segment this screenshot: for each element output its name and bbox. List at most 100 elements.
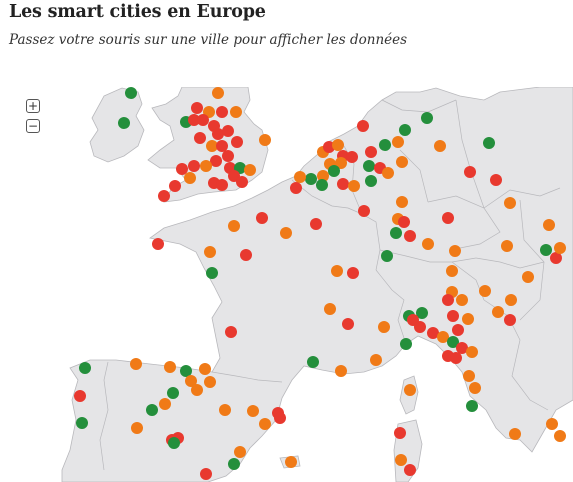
city-marker-orange[interactable] <box>230 106 242 118</box>
city-marker-green[interactable] <box>400 338 412 350</box>
city-marker-red[interactable] <box>194 132 206 144</box>
city-marker-orange[interactable] <box>247 405 259 417</box>
city-marker-orange[interactable] <box>204 376 216 388</box>
city-marker-red[interactable] <box>404 230 416 242</box>
city-marker-red[interactable] <box>216 179 228 191</box>
city-marker-orange[interactable] <box>185 375 197 387</box>
city-marker-green[interactable] <box>206 267 218 279</box>
city-marker-orange[interactable] <box>554 430 566 442</box>
city-marker-red[interactable] <box>414 321 426 333</box>
city-marker-orange[interactable] <box>259 134 271 146</box>
city-marker-orange[interactable] <box>466 346 478 358</box>
city-marker-orange[interactable] <box>437 331 449 343</box>
city-marker-green[interactable] <box>363 160 375 172</box>
city-marker-red[interactable] <box>191 102 203 114</box>
city-marker-red[interactable] <box>337 178 349 190</box>
city-marker-orange[interactable] <box>317 170 329 182</box>
city-marker-green[interactable] <box>146 404 158 416</box>
city-marker-orange[interactable] <box>200 160 212 172</box>
city-marker-orange[interactable] <box>422 238 434 250</box>
city-marker-orange[interactable] <box>159 398 171 410</box>
city-marker-orange[interactable] <box>206 140 218 152</box>
city-marker-green[interactable] <box>399 124 411 136</box>
city-marker-orange[interactable] <box>324 303 336 315</box>
city-marker-green[interactable] <box>328 165 340 177</box>
city-marker-orange[interactable] <box>543 219 555 231</box>
city-marker-orange[interactable] <box>348 180 360 192</box>
city-marker-red[interactable] <box>346 151 358 163</box>
map-container[interactable] <box>0 87 573 482</box>
city-marker-orange[interactable] <box>199 363 211 375</box>
city-marker-orange[interactable] <box>130 358 142 370</box>
city-marker-orange[interactable] <box>456 294 468 306</box>
city-marker-green[interactable] <box>540 244 552 256</box>
city-marker-red[interactable] <box>216 140 228 152</box>
city-marker-orange[interactable] <box>504 197 516 209</box>
europe-map[interactable] <box>0 87 573 482</box>
city-marker-orange[interactable] <box>382 167 394 179</box>
city-marker-red[interactable] <box>323 141 335 153</box>
city-marker-orange[interactable] <box>404 384 416 396</box>
city-marker-orange[interactable] <box>294 171 306 183</box>
city-marker-orange[interactable] <box>228 220 240 232</box>
city-marker-red[interactable] <box>169 180 181 192</box>
city-marker-red[interactable] <box>347 267 359 279</box>
city-marker-orange[interactable] <box>505 294 517 306</box>
city-marker-green[interactable] <box>379 139 391 151</box>
city-marker-orange[interactable] <box>434 140 446 152</box>
city-marker-red[interactable] <box>447 310 459 322</box>
city-marker-red[interactable] <box>222 150 234 162</box>
city-marker-green[interactable] <box>307 356 319 368</box>
city-marker-orange[interactable] <box>331 265 343 277</box>
city-marker-orange[interactable] <box>395 454 407 466</box>
city-marker-red[interactable] <box>74 390 86 402</box>
city-marker-orange[interactable] <box>462 313 474 325</box>
city-marker-red[interactable] <box>398 216 410 228</box>
city-marker-green[interactable] <box>390 227 402 239</box>
city-marker-red[interactable] <box>290 182 302 194</box>
city-marker-red[interactable] <box>216 106 228 118</box>
city-marker-green[interactable] <box>168 437 180 449</box>
city-marker-green[interactable] <box>466 400 478 412</box>
city-marker-orange[interactable] <box>501 240 513 252</box>
city-marker-orange[interactable] <box>131 422 143 434</box>
city-marker-orange[interactable] <box>546 418 558 430</box>
city-marker-orange[interactable] <box>449 245 461 257</box>
city-marker-orange[interactable] <box>392 136 404 148</box>
city-marker-red[interactable] <box>464 166 476 178</box>
city-marker-orange[interactable] <box>446 265 458 277</box>
city-marker-orange[interactable] <box>244 164 256 176</box>
city-marker-orange[interactable] <box>492 306 504 318</box>
city-marker-red[interactable] <box>504 314 516 326</box>
city-marker-green[interactable] <box>416 307 428 319</box>
city-marker-orange[interactable] <box>259 418 271 430</box>
city-marker-red[interactable] <box>274 412 286 424</box>
city-marker-orange[interactable] <box>280 227 292 239</box>
city-marker-red[interactable] <box>212 128 224 140</box>
city-marker-red[interactable] <box>231 136 243 148</box>
city-marker-orange[interactable] <box>522 271 534 283</box>
city-marker-red[interactable] <box>222 125 234 137</box>
city-marker-orange[interactable] <box>219 404 231 416</box>
city-marker-orange[interactable] <box>396 196 408 208</box>
city-marker-green[interactable] <box>483 137 495 149</box>
city-marker-red[interactable] <box>256 212 268 224</box>
city-marker-red[interactable] <box>158 190 170 202</box>
city-marker-red[interactable] <box>240 249 252 261</box>
city-marker-green[interactable] <box>79 362 91 374</box>
city-marker-green[interactable] <box>125 87 137 99</box>
city-marker-red[interactable] <box>197 114 209 126</box>
city-marker-red[interactable] <box>210 155 222 167</box>
zoom-in-button[interactable]: + <box>26 99 40 113</box>
city-marker-red[interactable] <box>152 238 164 250</box>
city-marker-red[interactable] <box>310 218 322 230</box>
city-marker-orange[interactable] <box>554 242 566 254</box>
city-marker-red[interactable] <box>188 160 200 172</box>
city-marker-green[interactable] <box>167 387 179 399</box>
city-marker-red[interactable] <box>394 427 406 439</box>
city-marker-orange[interactable] <box>396 156 408 168</box>
city-marker-green[interactable] <box>381 250 393 262</box>
city-marker-green[interactable] <box>305 173 317 185</box>
city-marker-red[interactable] <box>225 326 237 338</box>
city-marker-green[interactable] <box>421 112 433 124</box>
